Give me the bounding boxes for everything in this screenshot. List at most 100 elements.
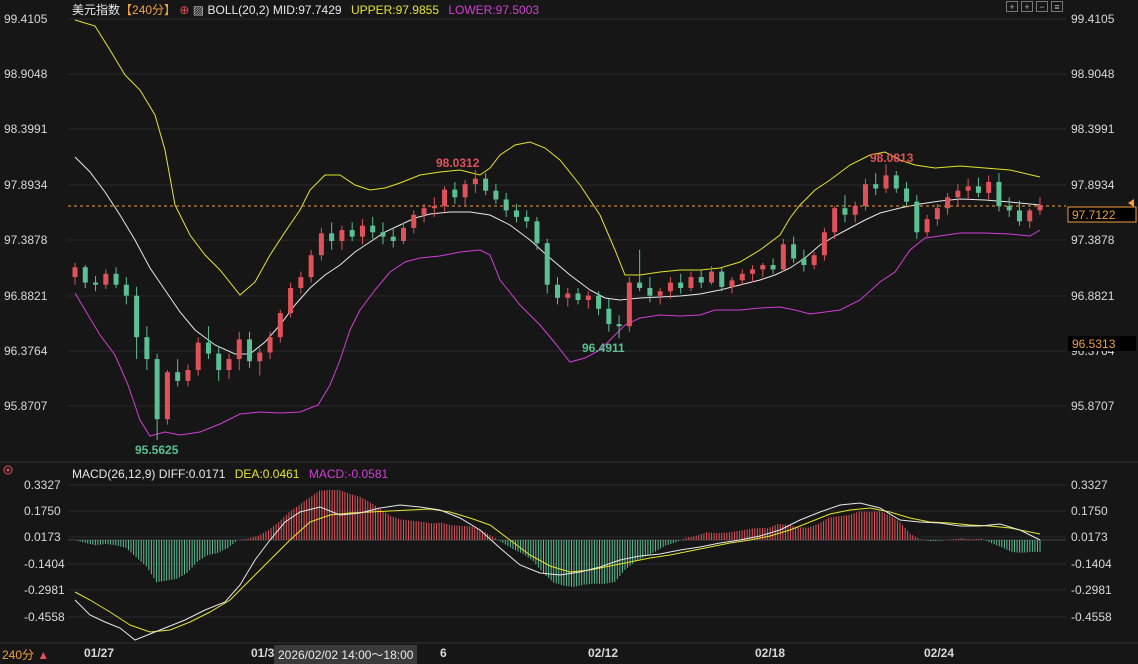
price-tick: 99.4105 bbox=[4, 12, 48, 26]
candle-body bbox=[298, 277, 304, 289]
candle-body bbox=[524, 216, 530, 222]
price-gridlines bbox=[68, 18, 1066, 618]
candle-body bbox=[945, 197, 951, 209]
candle-body bbox=[596, 295, 602, 309]
price-tick: 97.8934 bbox=[4, 178, 48, 192]
candle-body bbox=[329, 233, 335, 241]
macd-header: MACD(26,12,9) DIFF:0.0171 DEA:0.0461 MAC… bbox=[72, 467, 388, 481]
date-tick: 01/3 bbox=[251, 646, 275, 660]
symbol-name: 美元指数 bbox=[72, 3, 121, 17]
crosshair-time-label: 2026/02/02 14:00～18:00 bbox=[274, 645, 418, 664]
macd-tick: -0.1404 bbox=[1071, 557, 1112, 571]
high-annotation: 98.0813 bbox=[870, 151, 914, 165]
macd-tick: 0.3327 bbox=[1071, 478, 1108, 492]
candle-body bbox=[791, 244, 797, 259]
candle-body bbox=[123, 284, 129, 296]
crosshair-icon[interactable]: + bbox=[1006, 1, 1018, 12]
macd-dea-line bbox=[74, 507, 1041, 633]
boll-upper-value: UPPER:97.9855 bbox=[350, 3, 439, 17]
candle-body bbox=[842, 208, 848, 215]
candle-body bbox=[996, 181, 1002, 207]
candle-body bbox=[154, 359, 160, 420]
current-price-marker-icon bbox=[1128, 199, 1134, 207]
price-tick: 98.9048 bbox=[1071, 67, 1115, 81]
macd-diff-value: DIFF:0.0171 bbox=[158, 467, 226, 481]
candle-body bbox=[236, 339, 242, 360]
candle-body bbox=[195, 342, 201, 370]
date-tick: 01/27 bbox=[84, 646, 114, 660]
candle-body bbox=[647, 288, 653, 296]
candle-body bbox=[760, 265, 766, 270]
cursor-price-label: 96.5313 bbox=[1072, 337, 1116, 351]
date-axis: 01/27 01/3 6 02/12 02/18 02/24 bbox=[84, 646, 954, 660]
macd-axis-right: 0.3327 0.1750 0.0173 -0.1404 -0.2981 -0.… bbox=[1071, 478, 1112, 624]
candle-body bbox=[914, 201, 920, 233]
high-annotation: 98.0312 bbox=[436, 156, 480, 170]
candle-body bbox=[93, 282, 99, 285]
low-annotation: 95.5625 bbox=[135, 443, 179, 457]
candle-body bbox=[308, 255, 314, 278]
candle-body bbox=[226, 359, 232, 370]
candle-body bbox=[729, 280, 735, 287]
candlestick-series bbox=[72, 164, 1043, 440]
candle-body bbox=[277, 313, 283, 338]
macd-hist-value: MACD:-0.0581 bbox=[308, 467, 389, 481]
candle-body bbox=[862, 184, 868, 207]
candle-body bbox=[544, 243, 550, 285]
candle-body bbox=[493, 190, 499, 200]
macd-dea-value: DEA:0.0461 bbox=[234, 467, 300, 481]
period-button-label: 240分 bbox=[2, 648, 35, 662]
period-button[interactable]: 240分 ▲ bbox=[2, 646, 49, 663]
menu-icon[interactable]: ≡ bbox=[1051, 1, 1063, 12]
macd-name: MACD(26,12,9) bbox=[72, 467, 156, 481]
candle-body bbox=[1006, 206, 1012, 211]
candle-body bbox=[698, 277, 704, 283]
price-tick: 99.4105 bbox=[1071, 12, 1115, 26]
period-selector[interactable]: 【240分】 bbox=[120, 3, 177, 17]
candle-body bbox=[503, 199, 509, 211]
crosshair-time-text: 2026/02/02 14:00～18:00 bbox=[278, 648, 414, 662]
candle-body bbox=[667, 282, 673, 292]
candle-body bbox=[421, 208, 427, 215]
candle-body bbox=[390, 236, 396, 241]
macd-diff-line bbox=[74, 502, 1041, 641]
macd-tick: -0.4558 bbox=[24, 610, 65, 624]
candle-body bbox=[986, 181, 992, 193]
boll-name: BOLL(20,2) bbox=[207, 3, 270, 17]
candle-body bbox=[575, 293, 581, 301]
price-tick: 95.8707 bbox=[1071, 399, 1115, 413]
candle-body bbox=[103, 273, 109, 285]
price-tick: 96.8821 bbox=[1071, 289, 1115, 303]
candle-body bbox=[555, 284, 560, 298]
price-tick: 98.3991 bbox=[4, 122, 48, 136]
candle-body bbox=[750, 269, 756, 274]
current-price-box bbox=[1067, 206, 1137, 223]
candle-body bbox=[318, 233, 324, 256]
candle-body bbox=[216, 353, 222, 370]
candle-body bbox=[113, 273, 119, 285]
price-tick: 97.3878 bbox=[4, 233, 48, 247]
price-tick: 96.8821 bbox=[4, 289, 48, 303]
candle-body bbox=[247, 339, 253, 362]
candle-body bbox=[801, 258, 807, 266]
zoom-in-icon[interactable]: + bbox=[1021, 1, 1033, 12]
candle-body bbox=[462, 184, 468, 198]
zoom-out-icon[interactable]: − bbox=[1036, 1, 1048, 12]
indicator-settings-icon[interactable] bbox=[3, 465, 13, 475]
price-axis-left: 99.4105 98.9048 98.3991 97.8934 97.3878 … bbox=[4, 12, 48, 413]
boll-icon: ▨ bbox=[192, 3, 205, 17]
candle-body bbox=[1027, 210, 1033, 222]
candle-body bbox=[719, 271, 725, 287]
candle-body bbox=[339, 230, 345, 241]
candle-body bbox=[442, 189, 448, 207]
candle-body bbox=[708, 271, 714, 283]
candle-body bbox=[401, 227, 407, 241]
candle-body bbox=[975, 186, 981, 193]
macd-tick: -0.1404 bbox=[24, 557, 65, 571]
price-axis-right: 99.4105 98.9048 98.3991 97.8934 97.3878 … bbox=[1071, 12, 1115, 413]
price-tick: 95.8707 bbox=[4, 399, 48, 413]
candle-body bbox=[370, 225, 376, 233]
settings-icon[interactable]: ⊕ bbox=[179, 3, 190, 17]
candle-body bbox=[472, 178, 478, 185]
